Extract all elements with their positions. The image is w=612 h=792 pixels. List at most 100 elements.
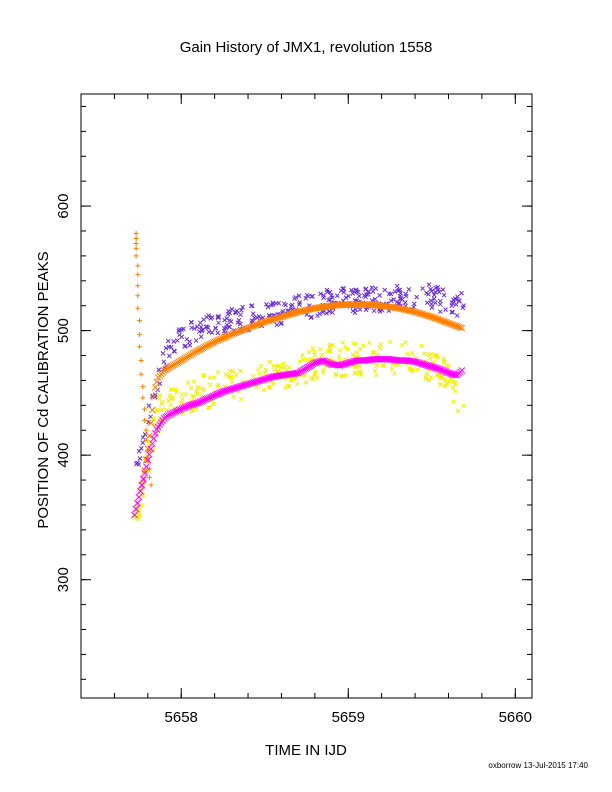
series-0-point	[449, 300, 455, 305]
series-1-point	[312, 349, 317, 355]
series-1-point	[327, 342, 333, 348]
series-0-point	[171, 348, 177, 354]
series-1-point	[371, 350, 377, 355]
series-1-point	[427, 356, 433, 361]
x-axis-label: TIME IN IJD	[265, 742, 347, 759]
series-0-point	[240, 304, 245, 310]
series-0-point	[140, 440, 146, 445]
series-1-point	[372, 368, 378, 374]
series-0-point	[204, 314, 210, 320]
series-1-point	[450, 385, 456, 390]
series-0-point	[453, 302, 459, 307]
series-0-point	[459, 290, 464, 296]
series-1-point	[370, 350, 376, 355]
series-1-point	[367, 340, 372, 346]
series-1-point	[432, 354, 438, 359]
series-0-point	[437, 309, 443, 315]
series-1-point	[201, 372, 207, 378]
series-1-point	[315, 375, 320, 381]
series-0-point	[451, 297, 456, 303]
series-0-point	[443, 307, 448, 312]
series-0-point	[193, 338, 199, 343]
series-1-point	[139, 502, 144, 508]
series-0-point	[235, 320, 241, 325]
series-1-point	[377, 345, 383, 351]
series-0-point	[195, 324, 200, 330]
series-0-point	[371, 308, 377, 314]
series-1-point	[297, 358, 303, 364]
series-0-point	[199, 328, 205, 334]
series-1-point	[405, 351, 410, 357]
series-4-point	[150, 435, 158, 442]
series-3-point	[457, 324, 464, 331]
axis-ticks: 5658 5659 5660 300 400 500 600	[55, 94, 532, 726]
series-2-point	[135, 272, 141, 278]
series-0-point	[350, 291, 356, 296]
series-1-point	[392, 371, 397, 376]
series-2-point	[148, 482, 154, 488]
series-1-point	[452, 380, 458, 386]
series-1-point	[301, 357, 306, 362]
y-tick-label: 400	[55, 443, 72, 468]
series-1-point	[286, 365, 292, 370]
series-1-point	[441, 356, 447, 361]
series-1-point	[193, 407, 199, 413]
series-4-point	[147, 445, 155, 453]
series-1-point	[281, 361, 286, 367]
series-1-point	[428, 351, 434, 357]
series-1-point	[179, 400, 185, 406]
series-1-point	[183, 391, 189, 397]
series-1-point	[289, 377, 295, 382]
series-0-point	[288, 303, 294, 309]
series-2-point	[138, 358, 144, 364]
series-0-point	[329, 293, 334, 298]
series-2-point	[136, 318, 142, 324]
series-1-point	[350, 352, 356, 358]
series-0-point	[420, 286, 425, 291]
series-0-point	[161, 359, 167, 365]
series-1-point	[438, 381, 444, 387]
series-0-point	[152, 394, 158, 400]
series-1-point	[211, 375, 217, 380]
series-2-point	[146, 475, 152, 481]
series-0-point	[278, 321, 284, 327]
series-1-point	[343, 344, 348, 350]
series-0-point	[429, 288, 434, 294]
series-1-point	[442, 383, 448, 389]
series-0-point	[181, 326, 186, 332]
series-1-point	[233, 372, 239, 378]
plot-marks	[131, 230, 467, 522]
series-1-point	[438, 375, 443, 381]
series-1-point	[381, 362, 387, 368]
series-0-point	[397, 287, 403, 293]
series-1-point	[174, 389, 179, 395]
series-1-point	[173, 387, 178, 392]
series-0-point	[228, 319, 234, 324]
series-0-point	[406, 287, 412, 292]
series-0-point	[369, 285, 375, 290]
series-1-point	[168, 387, 174, 393]
series-2-point	[138, 371, 144, 377]
series-1-point	[263, 367, 269, 373]
series-4-point	[451, 371, 458, 379]
series-0-point	[216, 320, 221, 326]
series-0-point	[238, 307, 244, 313]
series-1-point	[194, 391, 200, 396]
series-0-point	[177, 332, 182, 338]
series-0-point	[215, 330, 221, 336]
series-1-point	[231, 394, 237, 399]
series-1-point	[340, 340, 346, 345]
series-0-point	[388, 298, 394, 304]
series-0-point	[414, 294, 420, 300]
series-1-point	[157, 392, 163, 398]
series-4-point	[135, 493, 143, 501]
series-1-point	[168, 402, 173, 408]
series-1-point	[223, 372, 228, 378]
series-1-point	[444, 364, 450, 369]
series-0-point	[324, 310, 329, 316]
series-2-point	[141, 417, 147, 423]
series-3-point	[145, 432, 153, 440]
series-4-point	[137, 487, 144, 495]
series-1-point	[452, 389, 458, 394]
